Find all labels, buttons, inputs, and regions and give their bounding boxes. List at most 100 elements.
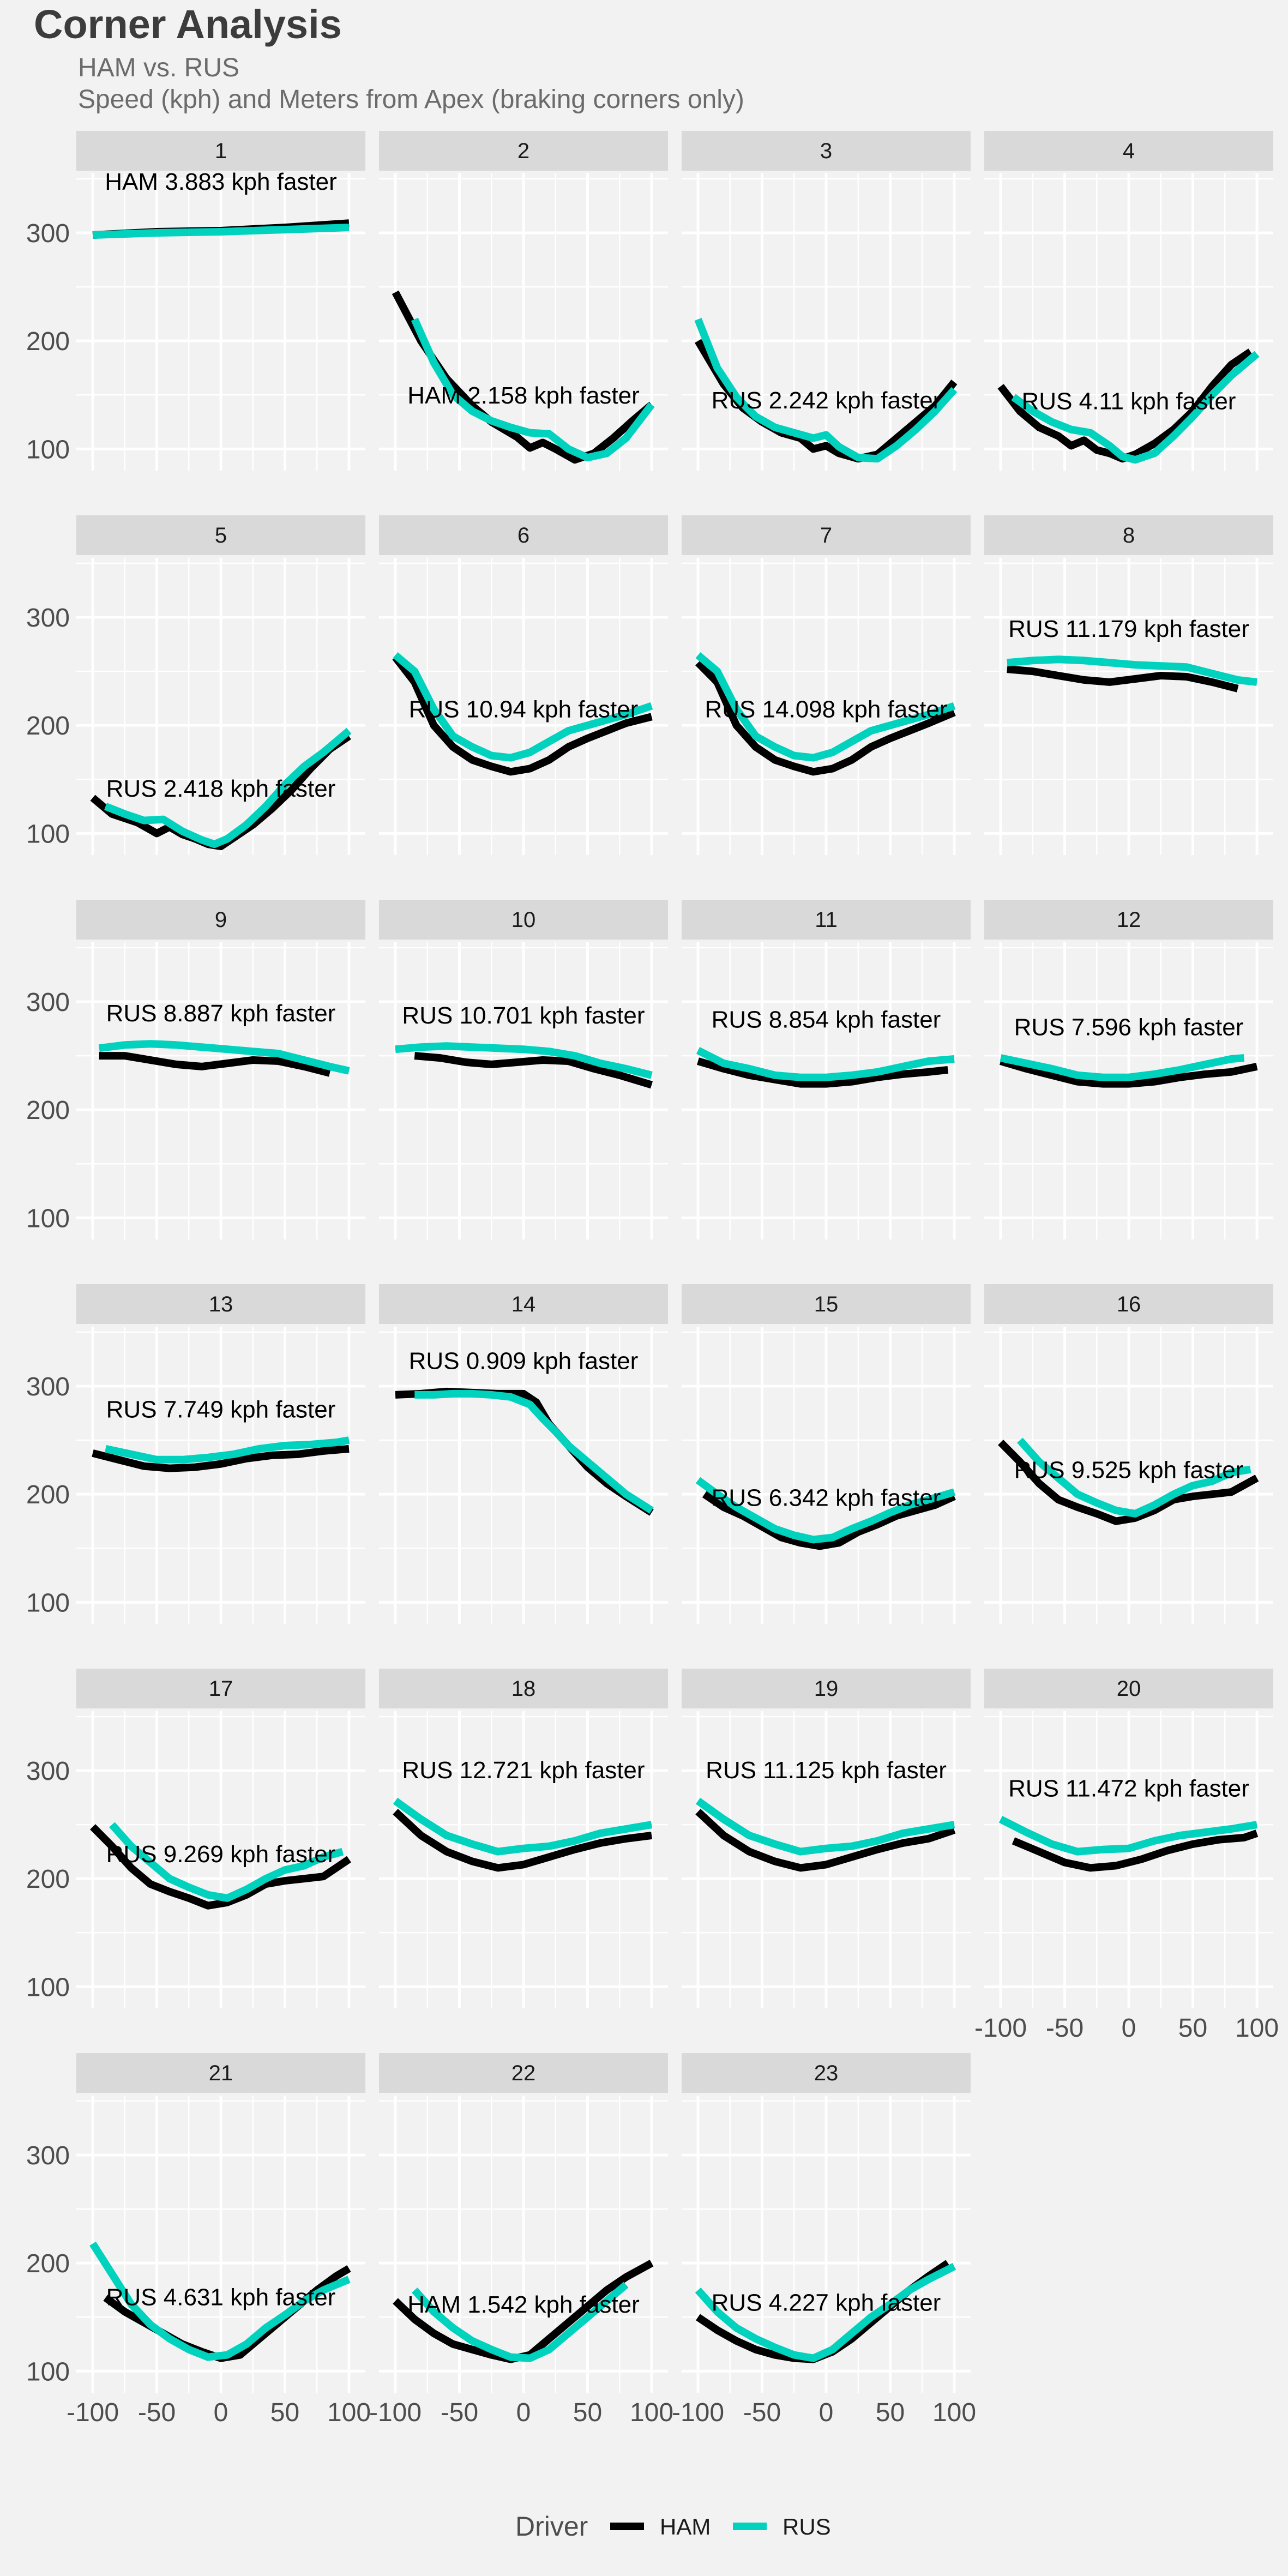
corner-annotation: RUS 0.909 kph faster xyxy=(409,1347,639,1374)
facet-strip-label: 12 xyxy=(1117,908,1141,932)
facet-strip-label: 6 xyxy=(517,523,529,547)
corner-annotation: RUS 6.342 kph faster xyxy=(712,1485,941,1512)
corner-annotation: RUS 10.94 kph faster xyxy=(409,696,639,723)
corner-annotation: RUS 4.11 kph faster xyxy=(1022,388,1236,415)
facet-strip-label: 9 xyxy=(215,908,227,932)
facet-strip-label: 2 xyxy=(517,139,529,163)
facet-strip xyxy=(76,1669,365,1708)
x-tick-label: -100 xyxy=(672,2398,724,2427)
series-line-rus xyxy=(395,1042,653,1079)
x-tick-label: -50 xyxy=(743,2398,781,2427)
corner-annotation: RUS 7.596 kph faster xyxy=(1014,1014,1244,1041)
y-tick-label: 100 xyxy=(26,435,70,464)
y-tick-label: 200 xyxy=(26,1865,70,1894)
facet-strip xyxy=(682,131,971,171)
facet-strip xyxy=(76,2053,365,2093)
y-tick-label: 200 xyxy=(26,1480,70,1509)
y-tick-label: 100 xyxy=(26,1973,70,2002)
facet-strip-label: 16 xyxy=(1117,1292,1141,1316)
facet-strip xyxy=(682,2053,971,2093)
facet-strip xyxy=(379,2053,668,2093)
corner-annotation: RUS 12.721 kph faster xyxy=(402,1757,645,1784)
corner-annotation: RUS 4.631 kph faster xyxy=(106,2284,336,2311)
facet-strip-label: 14 xyxy=(511,1292,536,1316)
corner-annotation: RUS 11.125 kph faster xyxy=(706,1757,947,1784)
corner-annotation: RUS 2.242 kph faster xyxy=(712,387,941,414)
x-tick-label: 100 xyxy=(1235,2014,1279,2043)
corner-annotation: RUS 11.472 kph faster xyxy=(1008,1775,1249,1802)
facet-strip xyxy=(984,515,1273,555)
corner-annotation: RUS 8.887 kph faster xyxy=(106,1000,336,1027)
y-tick-label: 100 xyxy=(26,820,70,848)
y-tick-label: 200 xyxy=(26,2249,70,2278)
legend: Driver HAM RUS xyxy=(515,2510,831,2543)
x-tick-label: 50 xyxy=(1178,2014,1207,2043)
facet-panel-2: 2 HAM 2.158 kph faster xyxy=(379,131,668,471)
series-line-ham xyxy=(392,655,653,776)
series-line-ham xyxy=(1000,1057,1258,1088)
x-tick-label: 50 xyxy=(270,2398,299,2427)
y-tick-label: 300 xyxy=(26,988,70,1017)
series-line-rus xyxy=(411,317,655,462)
series-line-rus xyxy=(695,1797,955,1856)
facet-strip-label: 1 xyxy=(215,139,227,163)
corner-annotation: RUS 7.749 kph faster xyxy=(106,1397,336,1423)
facet-panel-12: 12 RUS 7.596 kph faster xyxy=(984,900,1273,1239)
series-line-rus xyxy=(109,1822,344,1902)
y-tick-label: 200 xyxy=(26,1096,70,1125)
series-line-rus xyxy=(89,2241,351,2361)
series-line-rus xyxy=(1017,1437,1251,1518)
facet-panel-6: 6 RUS 10.94 kph faster xyxy=(379,515,668,855)
series-line-ham xyxy=(99,1052,331,1077)
series-line-ham xyxy=(695,1809,956,1872)
facet-strip-label: 22 xyxy=(511,2061,536,2085)
y-tick-label: 300 xyxy=(26,1757,70,1786)
series-line-rus xyxy=(98,1040,350,1075)
y-tick-label: 300 xyxy=(26,219,70,248)
facet-strip xyxy=(682,1669,971,1708)
x-tick-label: 0 xyxy=(516,2398,531,2427)
facet-panel-17: 17 100 200 300 RUS 9.269 kph faster xyxy=(26,1669,365,2008)
facet-strip-label: 3 xyxy=(820,139,832,163)
facet-panel-16: 16 RUS 9.525 kph faster xyxy=(984,1284,1273,1624)
x-tick-label: -100 xyxy=(67,2398,119,2427)
series-line-ham xyxy=(393,1809,652,1872)
x-tick-label: -100 xyxy=(369,2398,422,2427)
series-line-rus xyxy=(696,1046,955,1081)
facet-strip xyxy=(379,131,668,171)
series-line-rus xyxy=(998,1815,1258,1856)
facet-strip xyxy=(76,131,365,171)
facet-strip-label: 23 xyxy=(814,2061,839,2085)
legend-label: HAM xyxy=(660,2514,711,2539)
x-tick-label: 0 xyxy=(1122,2014,1136,2043)
series-line-rus xyxy=(92,224,350,239)
corner-annotation: RUS 11.179 kph faster xyxy=(1008,616,1249,642)
facet-strip-label: 11 xyxy=(815,908,838,932)
facet-panel-1: 1 100 200 300 HAM 3.883 kph faster xyxy=(26,131,365,471)
legend-title: Driver xyxy=(515,2511,588,2542)
series-line-rus xyxy=(412,2282,629,2362)
y-tick-label: 100 xyxy=(26,1588,70,1617)
facet-panel-13: 13 100 200 300 RUS 7.749 kph faster xyxy=(26,1284,365,1624)
corner-annotation: RUS 14.098 kph faster xyxy=(705,696,947,723)
facet-strip xyxy=(379,1284,668,1324)
facet-panel-3: 3 RUS 2.242 kph faster xyxy=(682,131,971,471)
series-line-rus xyxy=(695,1477,955,1544)
corner-annotation: HAM 1.542 kph faster xyxy=(407,2291,640,2318)
facet-strip-label: 13 xyxy=(209,1292,233,1316)
facet-strip xyxy=(76,1284,365,1324)
x-tick-label: 50 xyxy=(876,2398,905,2427)
x-tick-label: -50 xyxy=(1046,2014,1084,2043)
series-line-ham xyxy=(1007,665,1239,693)
facet-panel-15: 15 RUS 6.342 kph faster xyxy=(682,1284,971,1624)
facet-strip xyxy=(682,900,971,940)
series-line-ham xyxy=(392,290,654,464)
legend-item-ham: HAM xyxy=(608,2510,711,2543)
series-line-rus xyxy=(104,727,352,848)
y-tick-label: 200 xyxy=(26,712,70,741)
y-tick-label: 300 xyxy=(26,1373,70,1401)
corner-annotation: RUS 10.701 kph faster xyxy=(402,1002,645,1029)
x-tick-label: 50 xyxy=(573,2398,602,2427)
facet-strip-label: 5 xyxy=(215,523,227,547)
chart-title: Corner Analysis xyxy=(34,2,342,47)
